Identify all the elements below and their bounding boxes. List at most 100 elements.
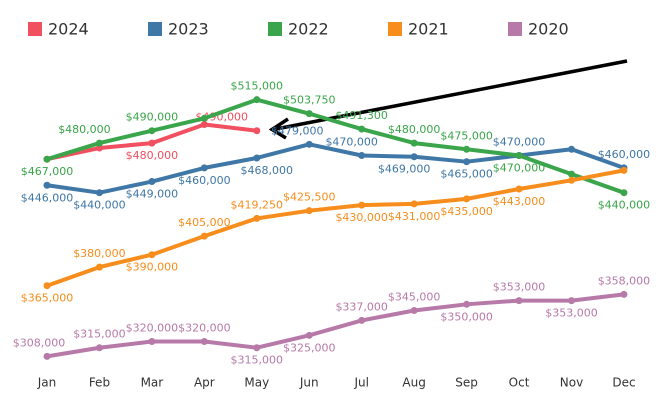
annotation-arrow xyxy=(275,59,628,131)
data-label: $490,000 xyxy=(126,111,179,124)
point xyxy=(568,297,575,305)
x-tick-label: Sep xyxy=(455,376,478,390)
point xyxy=(515,297,523,305)
data-label: $515,000 xyxy=(231,80,284,93)
point xyxy=(148,139,156,147)
point xyxy=(253,96,261,104)
point xyxy=(358,316,366,324)
point xyxy=(148,178,156,186)
data-label: $320,000 xyxy=(126,322,179,335)
data-label: $470,000 xyxy=(325,135,378,148)
data-label: $449,000 xyxy=(126,188,179,201)
data-label: $460,000 xyxy=(598,148,651,161)
x-tick-label: Aug xyxy=(402,376,425,390)
point xyxy=(253,214,261,222)
legend-label: 2022 xyxy=(288,20,329,39)
point xyxy=(305,331,313,339)
x-tick-label: Jul xyxy=(353,376,368,390)
point xyxy=(148,251,156,259)
point xyxy=(253,127,261,135)
point xyxy=(43,352,51,360)
data-label: $446,000 xyxy=(21,191,74,204)
data-label: $390,000 xyxy=(126,261,179,274)
legend-swatch xyxy=(268,22,282,36)
point xyxy=(95,139,103,147)
data-label: $469,000 xyxy=(378,163,431,176)
point xyxy=(410,200,418,208)
point xyxy=(410,139,418,147)
data-label: $480,000 xyxy=(126,149,179,162)
x-tick-label: Jan xyxy=(37,376,57,390)
data-label: $465,000 xyxy=(440,168,493,181)
data-label: $431,000 xyxy=(388,210,441,223)
point xyxy=(463,195,471,203)
data-label: $353,000 xyxy=(545,307,598,320)
point xyxy=(620,166,628,174)
x-tick-label: Oct xyxy=(509,376,530,390)
point xyxy=(148,338,156,346)
data-label: $475,000 xyxy=(440,129,493,142)
point xyxy=(358,125,366,133)
data-label: $419,250 xyxy=(231,198,284,211)
data-label: $440,000 xyxy=(598,199,651,212)
point xyxy=(43,155,51,163)
data-label: $308,000 xyxy=(13,336,66,349)
point xyxy=(463,145,471,153)
series-line xyxy=(46,168,625,288)
x-tick-label: Nov xyxy=(560,376,583,390)
data-label: $405,000 xyxy=(178,216,231,229)
point xyxy=(200,120,208,128)
data-label: $350,000 xyxy=(440,310,493,323)
data-label: $468,000 xyxy=(241,164,294,177)
point xyxy=(148,127,156,135)
data-label: $470,000 xyxy=(493,161,546,174)
legend-swatch xyxy=(388,22,402,36)
data-label: $325,000 xyxy=(283,341,336,354)
point xyxy=(43,181,51,189)
point xyxy=(253,344,261,352)
data-label: $440,000 xyxy=(73,199,126,212)
point xyxy=(515,151,523,159)
point xyxy=(410,307,418,315)
data-label: $320,000 xyxy=(178,322,231,335)
x-tick-label: Dec xyxy=(612,376,635,390)
point xyxy=(95,344,103,352)
data-label: $430,000 xyxy=(335,211,388,224)
series-line xyxy=(46,97,625,195)
point xyxy=(410,153,418,161)
point xyxy=(620,290,628,298)
data-label: $460,000 xyxy=(178,174,231,187)
legend-label: 2024 xyxy=(48,20,89,39)
data-label: $358,000 xyxy=(598,274,651,287)
point xyxy=(463,158,471,166)
data-label: $470,000 xyxy=(493,135,546,148)
legend-label: 2023 xyxy=(168,20,209,39)
point xyxy=(253,154,261,162)
series-line xyxy=(46,292,625,359)
point xyxy=(568,170,575,178)
legend-swatch xyxy=(508,22,522,36)
point xyxy=(200,232,208,240)
legend-label: 2021 xyxy=(408,20,449,39)
point xyxy=(515,185,523,193)
x-tick-label: May xyxy=(244,376,269,390)
point xyxy=(305,110,313,118)
data-label: $337,000 xyxy=(335,300,388,313)
data-label: $315,000 xyxy=(231,354,284,367)
data-label: $480,000 xyxy=(388,123,441,136)
point xyxy=(568,145,575,153)
data-label: $443,000 xyxy=(493,195,546,208)
data-label: $345,000 xyxy=(388,291,441,304)
data-label: $380,000 xyxy=(73,247,126,260)
data-label: $479,000 xyxy=(271,124,324,137)
point xyxy=(358,151,366,159)
legend-swatch xyxy=(148,22,162,36)
series-line xyxy=(46,142,625,195)
data-label: $353,000 xyxy=(493,281,546,294)
data-label: $365,000 xyxy=(21,292,74,305)
data-label: $315,000 xyxy=(73,328,126,341)
point xyxy=(200,114,208,122)
point xyxy=(200,338,208,346)
point xyxy=(358,201,366,209)
